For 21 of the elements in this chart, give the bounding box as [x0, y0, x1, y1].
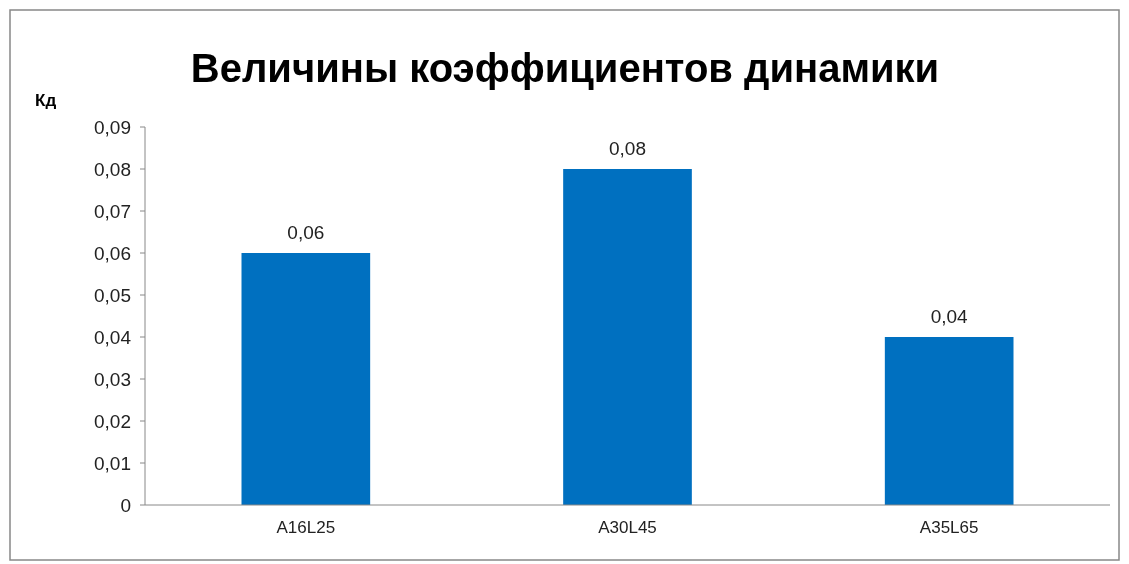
x-tick-label: A30L45: [598, 518, 657, 537]
y-tick-label: 0,08: [94, 158, 131, 180]
x-tick-label: A16L25: [276, 518, 336, 537]
y-tick-label: 0,09: [94, 116, 131, 138]
bar: [563, 169, 692, 505]
y-axis-title: Кд: [35, 91, 57, 110]
data-label: 0,08: [609, 138, 646, 159]
data-label: 0,06: [287, 222, 325, 243]
chart-title: Величины коэффициентов динамики: [190, 46, 940, 90]
bar: [241, 253, 371, 505]
y-tick-label: 0,02: [94, 410, 131, 432]
y-tick-label: 0,01: [94, 452, 131, 474]
data-label: 0,04: [930, 306, 969, 327]
y-tick-label: 0,05: [94, 284, 131, 306]
x-tick-label: A35L65: [919, 518, 979, 537]
y-tick-label: 0,07: [94, 200, 131, 222]
y-tick-label: 0,04: [94, 326, 132, 348]
y-tick-label: 0: [120, 494, 131, 516]
y-tick-label: 0,06: [94, 242, 131, 264]
y-tick-label: 0,03: [94, 368, 131, 390]
bar: [884, 337, 1014, 505]
